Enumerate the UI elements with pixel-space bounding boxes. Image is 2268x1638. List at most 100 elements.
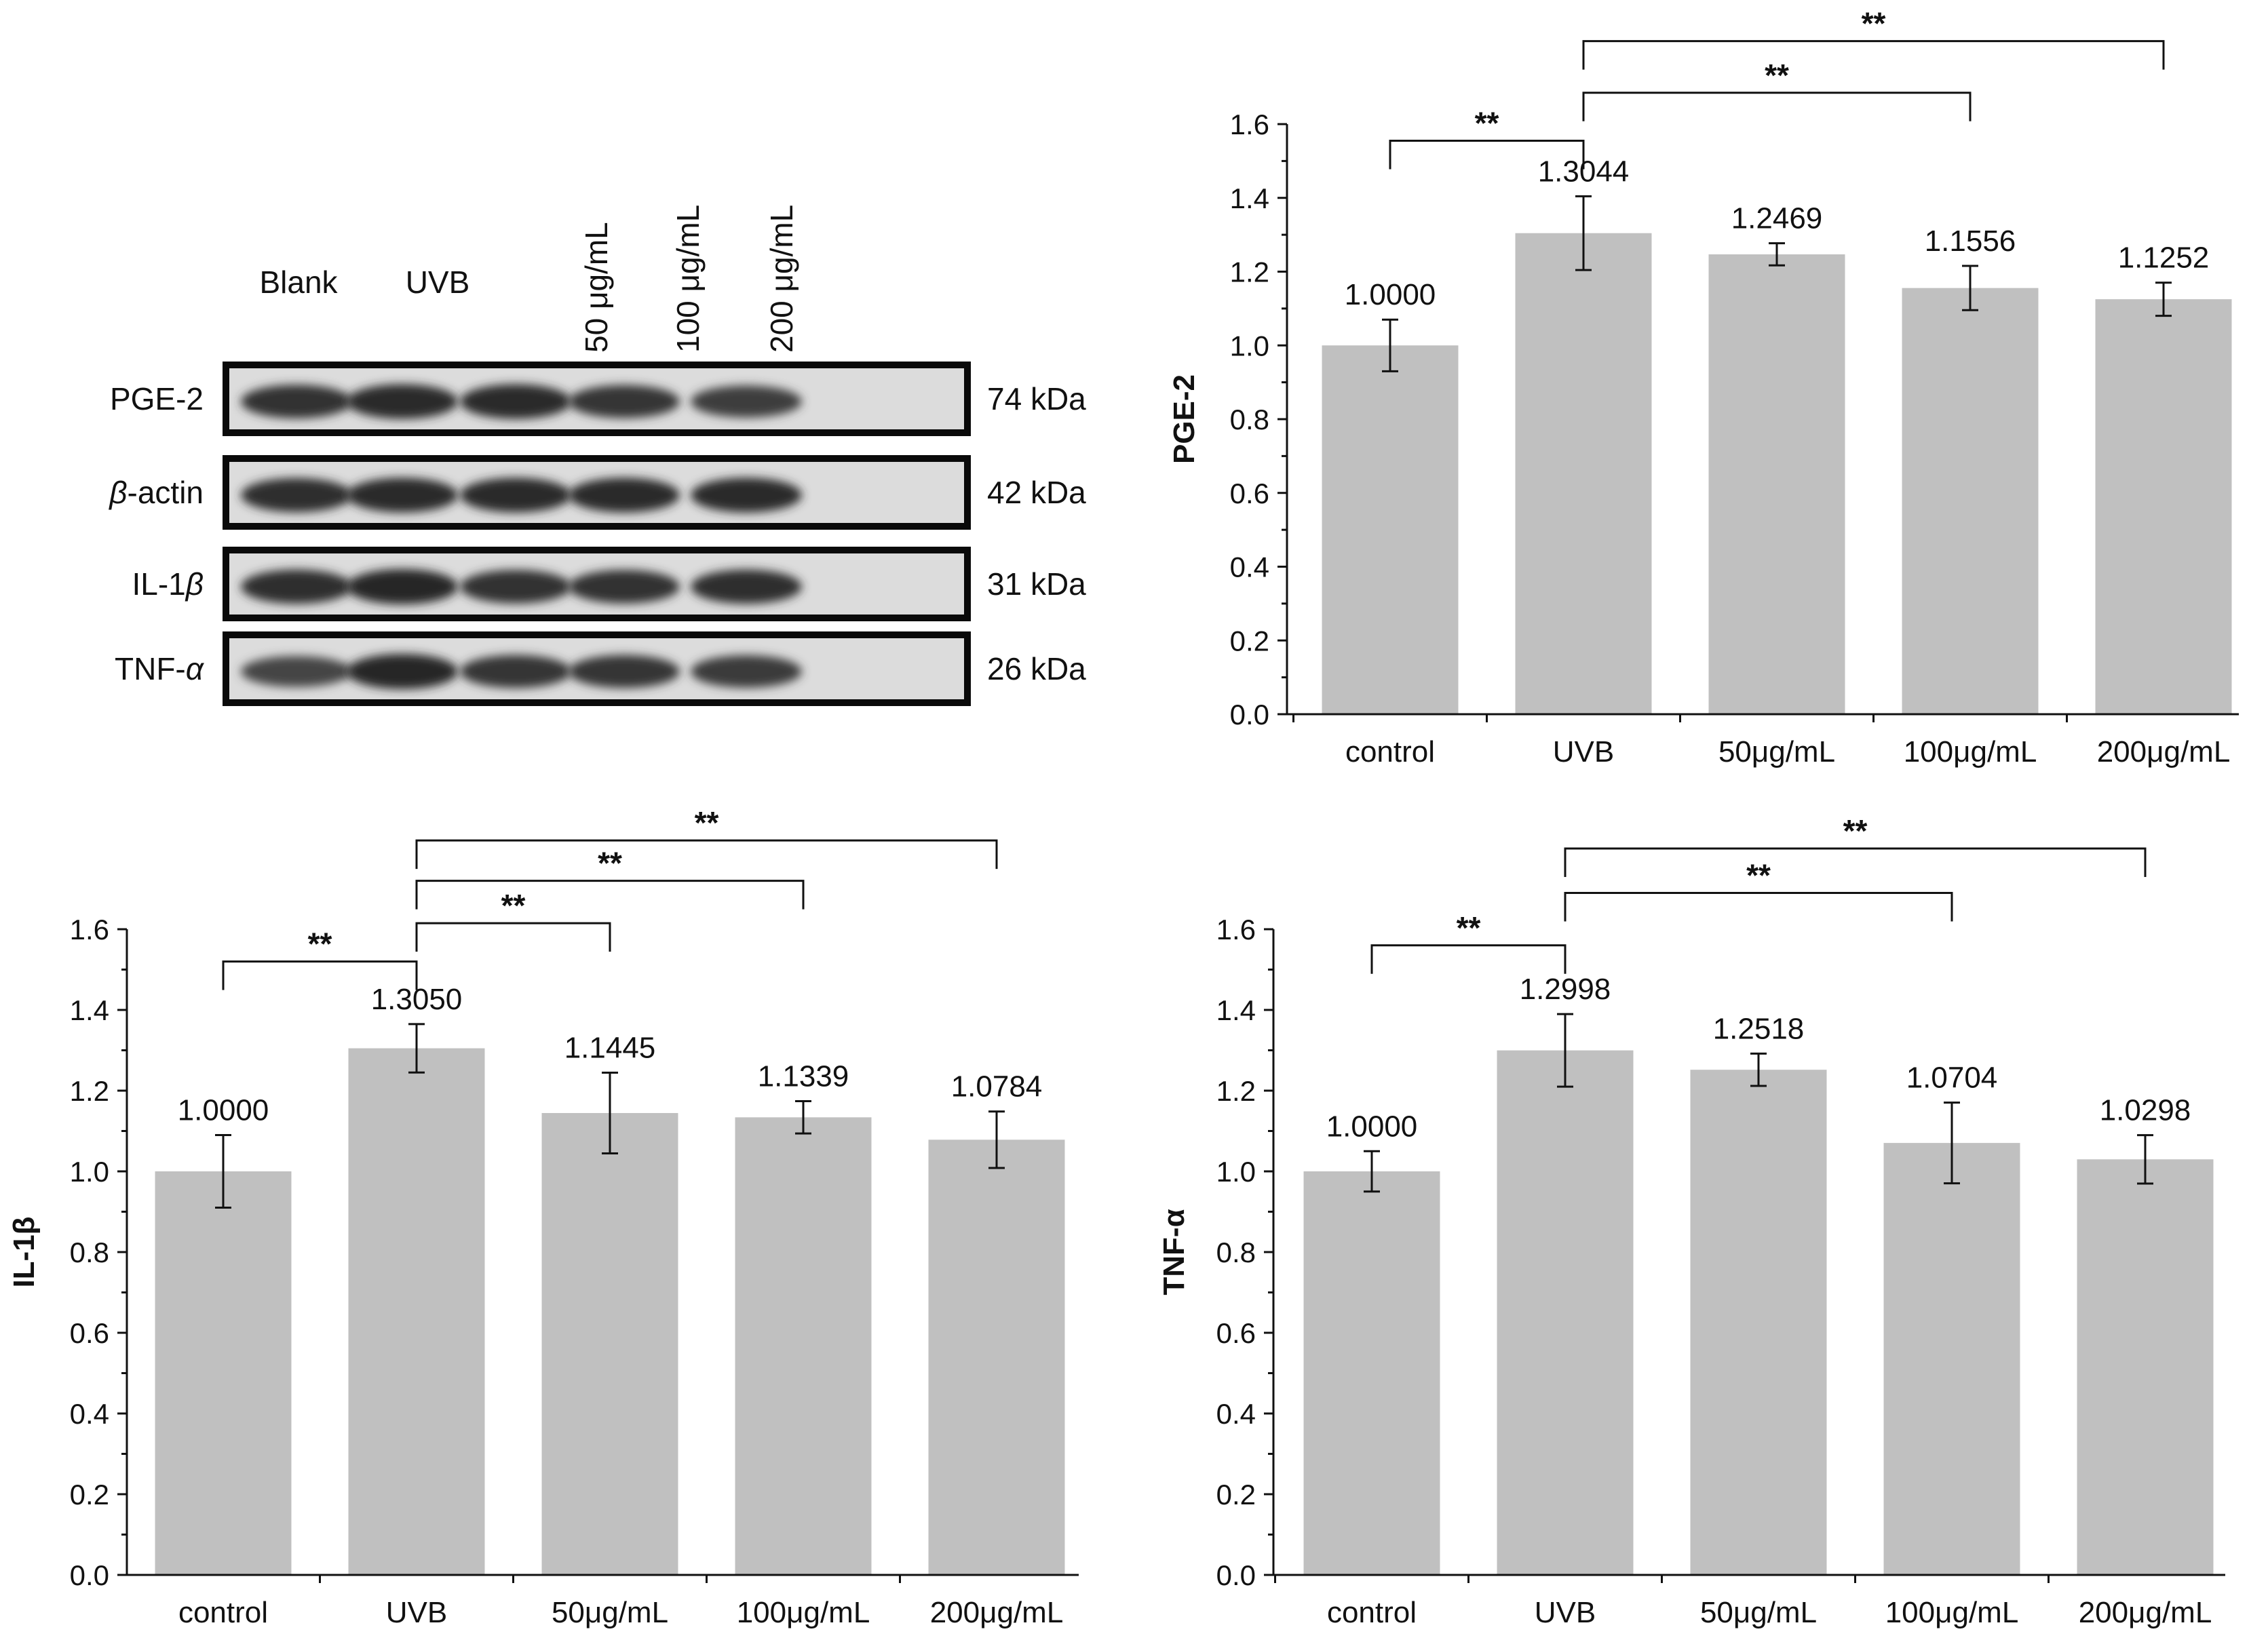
y-tick-label: 1.0 — [1216, 1156, 1256, 1188]
y-tick-label: 1.0 — [70, 1156, 109, 1188]
bar-control — [155, 1171, 292, 1575]
y-tick-label: 0.8 — [1230, 404, 1269, 435]
y-tick-label: 0.4 — [1216, 1398, 1256, 1430]
y-tick-label: 1.2 — [70, 1075, 109, 1107]
x-tick-label: 100μg/mL — [737, 1596, 870, 1629]
data-label: 1.2998 — [1520, 973, 1611, 1006]
data-label: 1.0000 — [1345, 278, 1436, 311]
western-blot-panel: Blank UVB 50 μg/mL 100 μg/mL 200 μg/mL PGE-2 7… — [108, 205, 1086, 706]
data-label: 1.2518 — [1713, 1012, 1805, 1045]
blot-kda-label: 26 kDa — [987, 651, 1086, 686]
x-tick-label: UVB — [1553, 735, 1614, 768]
blot-row-label: TNF-α — [115, 651, 205, 686]
y-tick-label: 0.4 — [70, 1398, 109, 1430]
x-tick-label: 200μg/mL — [2079, 1596, 2212, 1629]
significance-bracket — [415, 839, 998, 870]
significance-bracket — [222, 960, 418, 990]
blot-band — [460, 384, 571, 419]
blot-band — [347, 384, 458, 419]
blot-row-1: β-actin 42 kDa — [108, 455, 1086, 530]
y-tick-label: 1.0 — [1230, 330, 1269, 362]
blot-label-part: IL-1 — [132, 566, 185, 602]
blot-label-part: PGE-2 — [110, 381, 204, 416]
y-tick-label: 0.0 — [1216, 1559, 1256, 1591]
blot-kda-label: 42 kDa — [987, 475, 1086, 510]
y-tick-label: 0.4 — [1230, 551, 1269, 583]
data-label: 1.1252 — [2118, 241, 2210, 275]
x-tick-label: 100μg/mL — [1904, 735, 2037, 768]
significance-bracket — [1564, 847, 2147, 877]
blot-band — [691, 385, 802, 418]
y-tick-label: 0.8 — [70, 1236, 109, 1268]
bar-50μg/mL — [541, 1113, 678, 1575]
significance-bracket — [1370, 944, 1567, 974]
blot-label-rest: -actin — [128, 475, 204, 510]
bar-UVB — [348, 1048, 485, 1575]
significance-label: ** — [1862, 6, 1886, 41]
blot-band — [241, 569, 352, 604]
blot-band — [241, 477, 352, 513]
y-axis-title: TNF-α — [1157, 1209, 1191, 1295]
bar-200μg/mL — [928, 1139, 1065, 1575]
blot-band — [241, 656, 352, 687]
y-tick-label: 1.4 — [70, 994, 109, 1026]
y-tick-label: 0.0 — [1230, 699, 1269, 730]
x-tick-label: 50μg/mL — [552, 1596, 668, 1629]
significance-label: ** — [695, 805, 719, 840]
y-tick-label: 0.2 — [1216, 1479, 1256, 1510]
x-tick-label: control — [178, 1596, 268, 1629]
blot-row-label: PGE-2 — [110, 381, 204, 416]
blot-label-italic: α — [186, 651, 205, 686]
lane-label-3: 100 μg/mL — [670, 205, 706, 353]
significance-label: ** — [308, 927, 332, 962]
data-label: 1.1339 — [758, 1060, 849, 1093]
significance-bracket — [1582, 40, 2165, 70]
blot-label-part: TNF- — [115, 651, 186, 686]
bar-UVB — [1515, 233, 1652, 714]
y-tick-label: 0.6 — [1230, 477, 1269, 509]
y-tick-label: 1.4 — [1216, 994, 1256, 1026]
data-label: 1.0704 — [1906, 1061, 1998, 1095]
data-label: 1.0784 — [951, 1070, 1043, 1104]
significance-bracket — [415, 922, 611, 952]
blot-kda-label: 31 kDa — [987, 566, 1086, 602]
blot-band — [347, 569, 458, 604]
blot-band — [691, 655, 802, 688]
blot-band — [460, 570, 571, 604]
x-tick-label: UVB — [386, 1596, 447, 1629]
significance-label: ** — [598, 846, 622, 881]
x-tick-label: 200μg/mL — [2097, 735, 2231, 768]
y-tick-label: 0.2 — [70, 1479, 109, 1510]
significance-label: ** — [1746, 857, 1771, 893]
lane-label-0: Blank — [259, 265, 338, 300]
x-tick-label: control — [1327, 1596, 1417, 1629]
blot-band — [347, 654, 458, 689]
significance-bracket — [1564, 891, 1953, 922]
blot-band — [460, 477, 571, 513]
data-label: 1.0298 — [2100, 1094, 2191, 1127]
blot-row-3: TNF-α 26 kDa — [115, 631, 1086, 706]
bar-50μg/mL — [1690, 1070, 1827, 1575]
bar-200μg/mL — [2095, 299, 2232, 714]
data-label: 1.0000 — [1326, 1110, 1418, 1143]
significance-bracket — [415, 880, 805, 910]
significance-label: ** — [1475, 105, 1499, 140]
lane-label-1: UVB — [406, 265, 470, 300]
y-tick-label: 1.4 — [1230, 182, 1269, 214]
y-axis-title: IL-1β — [7, 1216, 41, 1287]
bar-200μg/mL — [2077, 1159, 2214, 1575]
blot-band — [569, 655, 680, 688]
blot-kda-label: 74 kDa — [987, 381, 1086, 416]
lane-label-4: 200 μg/mL — [764, 205, 799, 353]
x-tick-label: 50μg/mL — [1718, 735, 1835, 768]
x-tick-label: 200μg/mL — [930, 1596, 1064, 1629]
blot-band — [569, 477, 680, 513]
significance-bracket — [1582, 92, 1972, 121]
y-tick-label: 1.2 — [1230, 256, 1269, 288]
blot-band — [241, 385, 352, 418]
bar-UVB — [1497, 1050, 1634, 1575]
blot-band — [569, 385, 680, 418]
blot-row-label: β-actin — [108, 475, 204, 510]
x-tick-label: 100μg/mL — [1885, 1596, 2019, 1629]
blot-row-2: IL-1β 31 kDa — [132, 547, 1086, 621]
